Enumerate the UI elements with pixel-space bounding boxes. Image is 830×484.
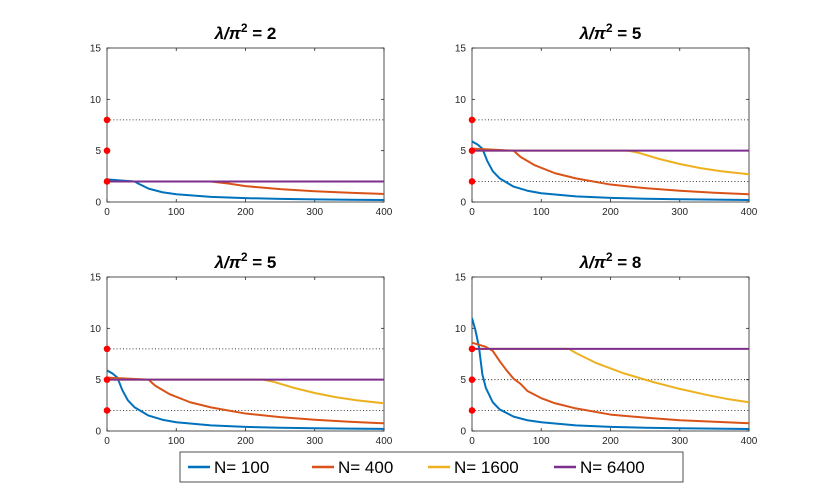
x-tick-label: 0 <box>469 207 475 218</box>
title-lambda-pi: λ/π <box>579 24 607 43</box>
red-dot <box>103 345 111 353</box>
title-lambda-pi: λ/π <box>214 24 242 43</box>
red-dot <box>468 147 476 154</box>
title-exponent: 2 <box>606 21 613 35</box>
x-tick-label: 200 <box>237 436 254 447</box>
series-line-n100 <box>472 317 749 430</box>
x-tick-label: 100 <box>533 207 550 218</box>
title-exponent: 2 <box>241 21 248 35</box>
series-line-n100 <box>472 140 749 201</box>
legend-label-n100: N= 100 <box>214 458 269 477</box>
red-dot <box>468 116 476 124</box>
subplot-title: λ/π2 = 5 <box>214 250 277 272</box>
y-tick-label: 5 <box>460 375 466 386</box>
x-tick-label: 300 <box>306 207 323 218</box>
axes-box <box>106 47 385 203</box>
y-tick-label: 10 <box>90 324 102 335</box>
x-tick-label: 0 <box>104 436 110 447</box>
red-dot <box>103 178 111 185</box>
axes-box <box>471 276 750 432</box>
subplot-3: λ/π2 = 5 0 100 200 300 400 0 5 10 15 <box>90 250 393 447</box>
red-dot <box>103 376 111 383</box>
x-tick-label: 400 <box>376 207 393 218</box>
axes-box <box>106 276 385 432</box>
title-lambda-pi: λ/π <box>214 253 242 272</box>
x-tick-label: 200 <box>602 207 619 218</box>
subplot-2: λ/π2 = 5 0 100 200 300 400 0 5 10 15 <box>455 21 758 218</box>
x-tick-label: 0 <box>104 207 110 218</box>
subplot-title: λ/π2 = 2 <box>214 21 277 43</box>
series-group <box>472 317 749 430</box>
x-tick-label: 100 <box>533 436 550 447</box>
red-dot <box>103 407 111 414</box>
legend-label-n6400: N= 6400 <box>580 458 645 477</box>
title-value: = 5 <box>248 253 277 272</box>
y-tick-label: 0 <box>460 427 466 438</box>
x-tick-label: 200 <box>602 436 619 447</box>
red-dot <box>468 407 476 414</box>
x-tick-label: 400 <box>741 436 758 447</box>
series-line-n400 <box>472 341 749 425</box>
y-tick-label: 5 <box>95 146 101 157</box>
y-tick-label: 10 <box>455 95 467 106</box>
y-tick-label: 0 <box>95 427 101 438</box>
subplot-4: λ/π2 = 8 0 100 200 300 400 0 5 10 15 <box>455 250 758 447</box>
title-value: = 2 <box>248 24 277 43</box>
x-tick-label: 200 <box>237 207 254 218</box>
series-line-n100 <box>107 369 384 430</box>
x-tick-label: 400 <box>741 207 758 218</box>
y-tick-label: 15 <box>455 273 467 284</box>
axes-box <box>471 47 750 203</box>
x-tick-label: 100 <box>168 207 185 218</box>
series-group <box>107 369 384 430</box>
title-exponent: 2 <box>606 250 613 264</box>
red-dot <box>468 178 476 185</box>
title-value: = 5 <box>613 24 642 43</box>
y-tick-label: 0 <box>95 198 101 209</box>
x-tick-label: 300 <box>671 436 688 447</box>
series-group <box>107 178 384 201</box>
y-tick-label: 5 <box>95 375 101 386</box>
subplot-title: λ/π2 = 5 <box>579 21 642 43</box>
legend-label-n400: N= 400 <box>338 458 393 477</box>
subplot-title: λ/π2 = 8 <box>579 250 642 272</box>
y-tick-label: 0 <box>460 198 466 209</box>
legend: N= 100 N= 400 N= 1600 N= 6400 <box>179 451 684 483</box>
red-dot <box>468 376 476 383</box>
red-dot <box>103 147 111 154</box>
x-tick-label: 300 <box>671 207 688 218</box>
title-exponent: 2 <box>241 250 248 264</box>
y-tick-label: 5 <box>460 146 466 157</box>
y-tick-label: 15 <box>455 44 467 55</box>
x-tick-label: 100 <box>168 436 185 447</box>
x-tick-label: 400 <box>376 436 393 447</box>
subplot-1: λ/π2 = 2 0 100 200 300 400 0 5 10 15 <box>90 21 393 218</box>
red-dot <box>103 116 111 124</box>
title-lambda-pi: λ/π <box>579 253 607 272</box>
series-line-n1600 <box>472 347 749 404</box>
y-tick-label: 15 <box>90 44 102 55</box>
red-dot <box>468 345 476 353</box>
series-group <box>472 140 749 201</box>
title-value: = 8 <box>613 253 642 272</box>
y-tick-label: 15 <box>90 273 102 284</box>
y-tick-label: 10 <box>90 95 102 106</box>
x-tick-label: 300 <box>306 436 323 447</box>
legend-label-n1600: N= 1600 <box>454 458 519 477</box>
x-tick-label: 0 <box>469 436 475 447</box>
y-tick-label: 10 <box>455 324 467 335</box>
